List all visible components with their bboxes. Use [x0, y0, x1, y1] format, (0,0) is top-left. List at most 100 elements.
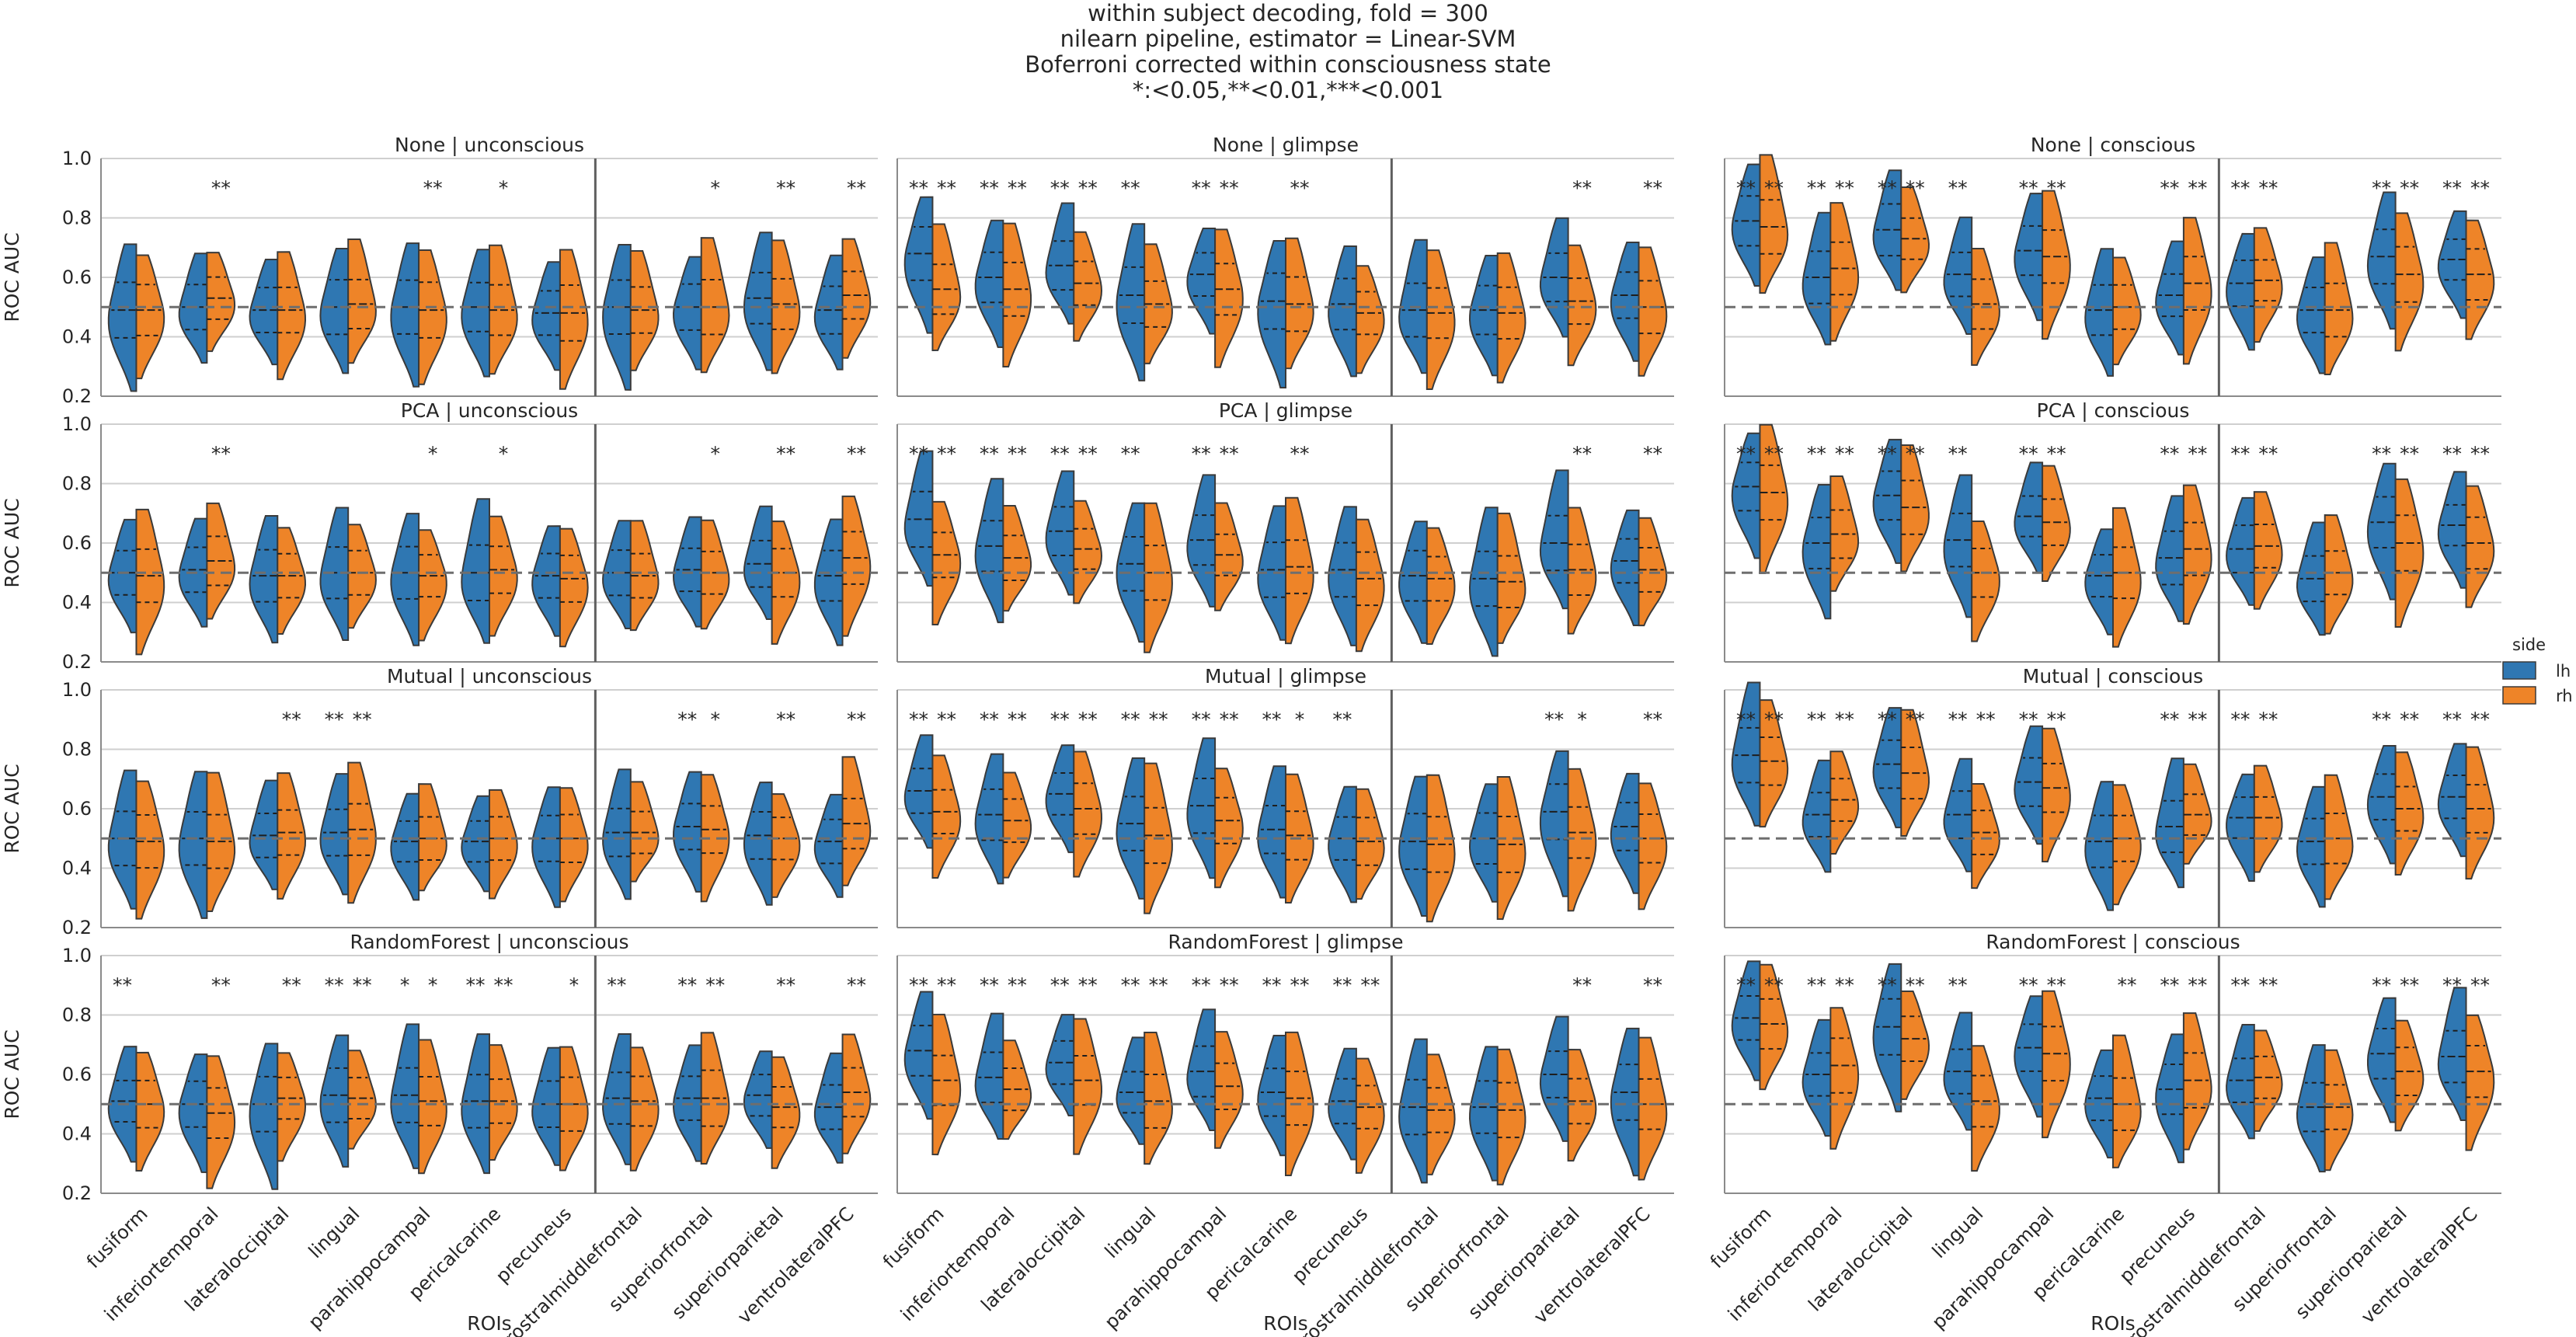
- significance-lh-lingual: **: [1121, 176, 1140, 199]
- panel-mutual-conscious: Mutual | conscious ** ** ** ** ** ** ** ** ** ** **…: [1724, 665, 2501, 928]
- violin-rh-pericalcarine: [2112, 507, 2142, 648]
- significance-lh-parahippocampal: **: [1192, 176, 1211, 199]
- significance-rh-parahippocampal: **: [1220, 176, 1239, 199]
- significance-lh-lingual: **: [1948, 442, 1968, 465]
- violin-lh-ventrolateralPFC: [813, 518, 844, 646]
- significance-rh-superiorparietal: **: [2400, 442, 2419, 465]
- violin-lh-superiorparietal: [2366, 744, 2397, 865]
- violin-lh-inferiortemporal: [974, 1012, 1004, 1140]
- violin-rh-parahippocampal: [418, 249, 447, 385]
- significance-lh-precuneus: **: [2160, 176, 2179, 199]
- panel-pca-glimpse: PCA | glimpse ** ** ** ** ** ** ** ** ** ** ** **: [896, 399, 1674, 663]
- significance-rh-pericalcarine: *: [1295, 708, 1305, 730]
- violin-lh-parahippocampal: [390, 1023, 420, 1169]
- panel-title: RandomForest | glimpse: [1168, 931, 1404, 953]
- significance-lh-lateraloccipital: **: [1878, 176, 1897, 199]
- violin-lh-superiorfrontal: [1468, 783, 1499, 903]
- violin-lh-lingual: [1116, 1036, 1146, 1145]
- violin-lh-precuneus: [531, 1046, 561, 1166]
- violin-rh-superiorfrontal: [1496, 252, 1526, 384]
- significance-rh-precuneus: **: [2188, 708, 2207, 730]
- significance-rh-pericalcarine: **: [1290, 442, 1310, 465]
- violin-lh-lateraloccipital: [249, 258, 279, 366]
- y-tick-label: 0.4: [62, 858, 92, 879]
- violin-rh-fusiform: [135, 780, 165, 920]
- violin-lh-ventrolateralPFC: [2437, 987, 2467, 1122]
- significance-rh-precuneus: **: [2188, 973, 2207, 996]
- legend-swatch-lh: [2502, 661, 2536, 680]
- violin-rh-lateraloccipital: [277, 527, 307, 635]
- violin-lh-pericalcarine: [2084, 248, 2114, 377]
- x-tick-label-ventrolateralPFC: ventrolateralPFC: [733, 1203, 858, 1328]
- violin-rh-parahippocampal: [1214, 228, 1244, 368]
- y-tick-label: 0.6: [62, 1064, 92, 1085]
- x-tick-label-lingual: lingual: [1928, 1203, 1988, 1262]
- violin-lh-pericalcarine: [1257, 765, 1286, 899]
- violin-lh-rostralmiddlefrontal: [602, 520, 632, 630]
- significance-rh-pericalcarine: **: [2118, 973, 2137, 996]
- significance-lh-lateraloccipital: **: [1050, 973, 1070, 996]
- significance-lh-fusiform: **: [909, 176, 928, 199]
- significance-rh-superiorfrontal: **: [705, 973, 725, 996]
- violin-rh-ventrolateralPFC: [1638, 1036, 1668, 1181]
- violin-lh-superiorfrontal: [672, 256, 702, 371]
- violin-rh-precuneus: [559, 249, 589, 390]
- significance-rh-precuneus: *: [569, 973, 580, 996]
- significance-rh-parahippocampal: *: [428, 442, 438, 465]
- panel-title: Mutual | unconscious: [387, 665, 592, 688]
- significance-lh-superiorparietal: **: [2372, 442, 2391, 465]
- violin-rh-parahippocampal: [2042, 727, 2071, 863]
- violin-rh-ventrolateralPFC: [2465, 485, 2495, 608]
- violin-lh-ventrolateralPFC: [813, 793, 844, 898]
- violin-rh-superiorparietal: [771, 521, 801, 645]
- significance-rh-lateraloccipital: **: [1078, 176, 1098, 199]
- violin-lh-superiorfrontal: [1468, 254, 1499, 377]
- significance-rh-superiorfrontal: *: [710, 176, 720, 199]
- significance-rh-lateraloccipital: **: [1906, 176, 1925, 199]
- significance-rh-lingual: **: [1976, 708, 1996, 730]
- violin-rh-lingual: [347, 238, 377, 364]
- significance-lh-precuneus: **: [2160, 708, 2179, 730]
- violin-rh-fusiform: [135, 508, 165, 656]
- significance-lh-lingual: **: [1121, 442, 1140, 465]
- significance-lh-parahippocampal: **: [2019, 973, 2038, 996]
- violin-lh-lingual: [319, 247, 350, 374]
- significance-lh-lingual: **: [325, 708, 344, 730]
- significance-lh-inferiortemporal: **: [1807, 973, 1826, 996]
- violin-lh-lateraloccipital: [1045, 202, 1075, 325]
- panel-none-unconscious: 0.2 0.4 0.6 0.8 1.0 ROC AUC None | unconscious…: [1, 134, 878, 407]
- violin-rh-parahippocampal: [418, 529, 447, 642]
- significance-lh-parahippocampal: **: [2019, 708, 2038, 730]
- violin-lh-rostralmiddlefrontal: [2226, 773, 2255, 883]
- violin-rh-precuneus: [2182, 217, 2212, 365]
- significance-rh-ventrolateralPFC: **: [847, 442, 866, 465]
- significance-rh-ventrolateralPFC: **: [1643, 973, 1662, 996]
- violin-rh-rostralmiddlefrontal: [2253, 764, 2283, 873]
- significance-rh-inferiortemporal: **: [1835, 176, 1854, 199]
- violin-lh-inferiortemporal: [1801, 759, 1832, 873]
- violin-rh-lateraloccipital: [1900, 444, 1930, 573]
- violin-rh-pericalcarine: [2112, 1034, 2142, 1168]
- significance-rh-superiorfrontal: *: [710, 442, 720, 465]
- violin-rh-fusiform: [1759, 699, 1789, 828]
- panel-none-conscious: None | conscious ** ** ** ** ** ** ** ** ** ** ** **…: [1724, 134, 2501, 397]
- violin-rh-lingual: [347, 1050, 377, 1150]
- violin-rh-precuneus: [2182, 1012, 2212, 1151]
- panel-pca-conscious: PCA | conscious ** ** ** ** ** ** ** ** ** ** ** ** *…: [1724, 399, 2501, 663]
- violin-lh-superiorparietal: [743, 782, 773, 906]
- violin-lh-precuneus: [2155, 1033, 2184, 1164]
- significance-rh-lingual: **: [1149, 708, 1168, 730]
- significance-lh-fusiform: **: [909, 973, 928, 996]
- significance-rh-fusiform: **: [1764, 176, 1784, 199]
- significance-rh-lateraloccipital: **: [1078, 973, 1098, 996]
- significance-lh-fusiform: **: [113, 973, 132, 996]
- significance-lh-ventrolateralPFC: **: [2442, 973, 2462, 996]
- significance-rh-lateraloccipital: **: [282, 708, 301, 730]
- significance-lh-parahippocampal: **: [2019, 442, 2038, 465]
- significance-rh-lateraloccipital: **: [1906, 442, 1925, 465]
- violin-lh-superiorfrontal: [1468, 1046, 1499, 1182]
- significance-lh-superiorparietal: **: [2372, 973, 2391, 996]
- violin-rh-pericalcarine: [1285, 496, 1314, 645]
- x-tick-label-parahippocampal: parahippocampal: [1100, 1203, 1231, 1333]
- violin-lh-fusiform: [903, 450, 934, 587]
